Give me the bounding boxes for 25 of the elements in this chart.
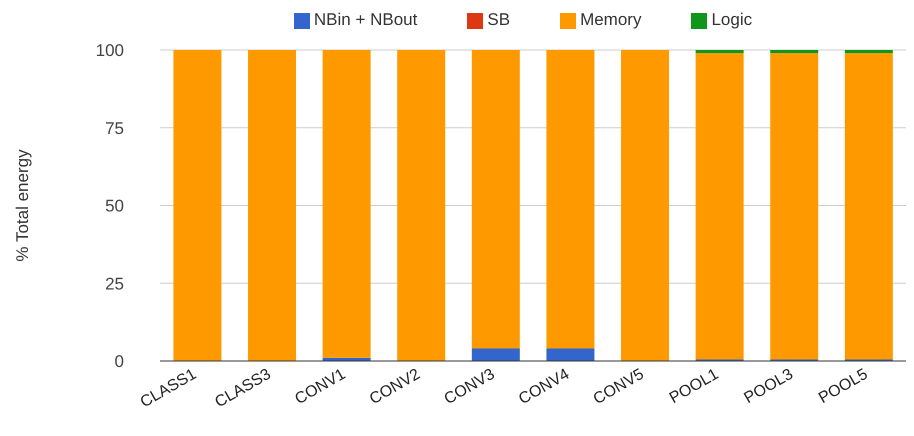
- y-tick-label: 75: [105, 118, 124, 138]
- bar: [546, 50, 594, 349]
- y-tick-label: 100: [96, 41, 124, 60]
- bar: [770, 53, 818, 360]
- bar: [770, 50, 818, 54]
- bar: [844, 53, 893, 360]
- legend-label: NBin + NBout: [314, 10, 418, 29]
- bar: [397, 50, 446, 361]
- y-tick-label: 0: [114, 352, 124, 372]
- legend-label: Memory: [580, 10, 642, 29]
- y-axis-title: % Total energy: [13, 148, 32, 262]
- y-tick-label: 50: [105, 196, 124, 216]
- bar: [546, 348, 594, 361]
- bar: [472, 50, 520, 349]
- bar: [248, 50, 296, 361]
- bar: [472, 348, 520, 361]
- legend-label: Logic: [711, 10, 752, 29]
- y-tick-label: 25: [105, 274, 124, 294]
- bar: [173, 50, 222, 361]
- legend-label: SB: [487, 10, 510, 29]
- bar: [322, 50, 371, 358]
- bar: [621, 50, 670, 361]
- bar: [696, 53, 744, 360]
- bar: [844, 50, 893, 54]
- bar: [696, 50, 744, 54]
